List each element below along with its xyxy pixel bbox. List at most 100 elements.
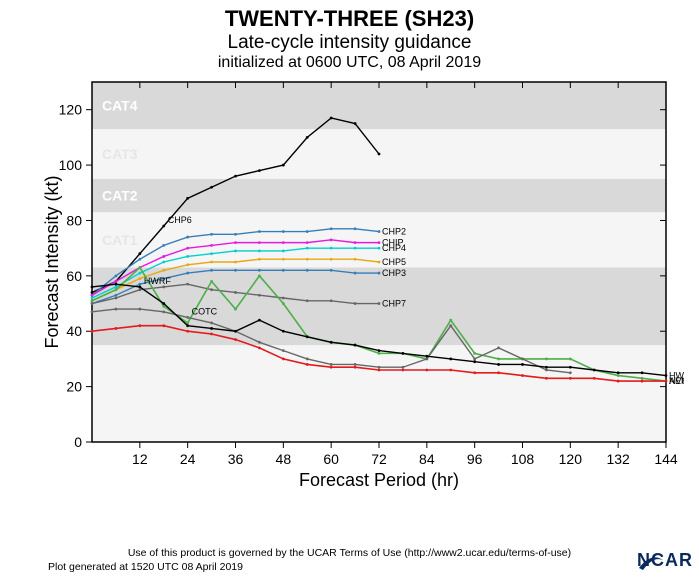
series-point — [497, 363, 500, 366]
series-point — [306, 241, 309, 244]
series-point — [545, 377, 548, 380]
series-point — [473, 360, 476, 363]
series-point — [234, 241, 237, 244]
y-tick-label: 20 — [66, 379, 82, 395]
series-point — [521, 363, 524, 366]
y-tick-label: 60 — [66, 268, 82, 284]
series-point — [258, 241, 261, 244]
series-point — [330, 269, 333, 272]
cat-band — [92, 82, 666, 129]
series-point — [258, 346, 261, 349]
series-point — [306, 136, 309, 139]
ncar-logo: NCAR — [637, 550, 693, 571]
series-point — [138, 324, 141, 327]
cat-label: CAT4 — [102, 98, 138, 114]
series-point — [521, 374, 524, 377]
y-tick-label: 40 — [66, 323, 82, 339]
series-label-end: CHP7 — [382, 299, 406, 309]
series-point — [282, 230, 285, 233]
series-point — [210, 269, 213, 272]
series-point — [234, 233, 237, 236]
series-point — [378, 272, 381, 275]
series-point — [186, 330, 189, 333]
ts-band — [92, 268, 666, 346]
series-point — [402, 352, 405, 355]
series-point — [473, 371, 476, 374]
series-point — [162, 225, 165, 228]
chart-title-main: TWENTY-THREE (SH23) — [0, 6, 699, 32]
series-point — [617, 371, 620, 374]
series-point — [210, 288, 213, 291]
series-point — [521, 358, 524, 361]
series-point — [210, 333, 213, 336]
series-point — [282, 358, 285, 361]
series-point — [354, 363, 357, 366]
series-point — [378, 241, 381, 244]
series-point — [210, 186, 213, 189]
series-point — [306, 363, 309, 366]
series-point — [282, 269, 285, 272]
series-point — [449, 324, 452, 327]
series-point — [91, 299, 94, 302]
cat-label: CAT2 — [102, 188, 138, 204]
series-point — [186, 272, 189, 275]
x-tick-label: 108 — [511, 451, 535, 467]
series-point — [545, 358, 548, 361]
series-point — [162, 269, 165, 272]
series-point — [91, 291, 94, 294]
chart-title-init: initialized at 0600 UTC, 08 April 2019 — [0, 54, 699, 72]
series-point — [354, 272, 357, 275]
series-point — [162, 286, 165, 289]
series-point — [641, 380, 644, 383]
y-axis-label: Forecast Intensity (kt) — [44, 175, 62, 348]
series-point — [425, 369, 428, 372]
x-tick-label: 60 — [323, 451, 339, 467]
series-point — [665, 380, 668, 383]
series-point — [210, 280, 213, 283]
series-point — [306, 358, 309, 361]
series-point — [258, 250, 261, 253]
series-point — [593, 377, 596, 380]
series-point — [378, 369, 381, 372]
y-tick-label: 100 — [59, 157, 83, 173]
series-point — [617, 380, 620, 383]
series-point — [449, 319, 452, 322]
y-tick-label: 120 — [59, 102, 83, 118]
series-point — [330, 363, 333, 366]
series-point — [91, 297, 94, 300]
series-point — [330, 366, 333, 369]
series-point — [306, 230, 309, 233]
y-tick-label: 80 — [66, 212, 82, 228]
series-point — [258, 269, 261, 272]
series-point — [162, 244, 165, 247]
series-point — [162, 302, 165, 305]
series-point — [282, 250, 285, 253]
series-point — [402, 366, 405, 369]
series-point — [449, 358, 452, 361]
series-point — [138, 266, 141, 269]
series-point — [641, 377, 644, 380]
series-point — [234, 261, 237, 264]
series-point — [306, 269, 309, 272]
series-point — [425, 358, 428, 361]
series-point — [234, 330, 237, 333]
series-point — [138, 277, 141, 280]
footer-use-text: Use of this product is governed by the U… — [0, 547, 699, 559]
series-point — [234, 269, 237, 272]
series-point — [186, 283, 189, 286]
series-point — [258, 341, 261, 344]
series-label-mid: CHP6 — [168, 215, 192, 225]
series-point — [569, 377, 572, 380]
series-point — [234, 250, 237, 253]
series-point — [282, 349, 285, 352]
series-point — [330, 227, 333, 230]
series-point — [282, 302, 285, 305]
series-point — [665, 374, 668, 377]
series-point — [115, 283, 118, 286]
series-point — [330, 247, 333, 250]
series-point — [354, 122, 357, 125]
series-point — [569, 366, 572, 369]
x-tick-label: 12 — [132, 451, 148, 467]
series-point — [91, 286, 94, 289]
series-point — [210, 327, 213, 330]
